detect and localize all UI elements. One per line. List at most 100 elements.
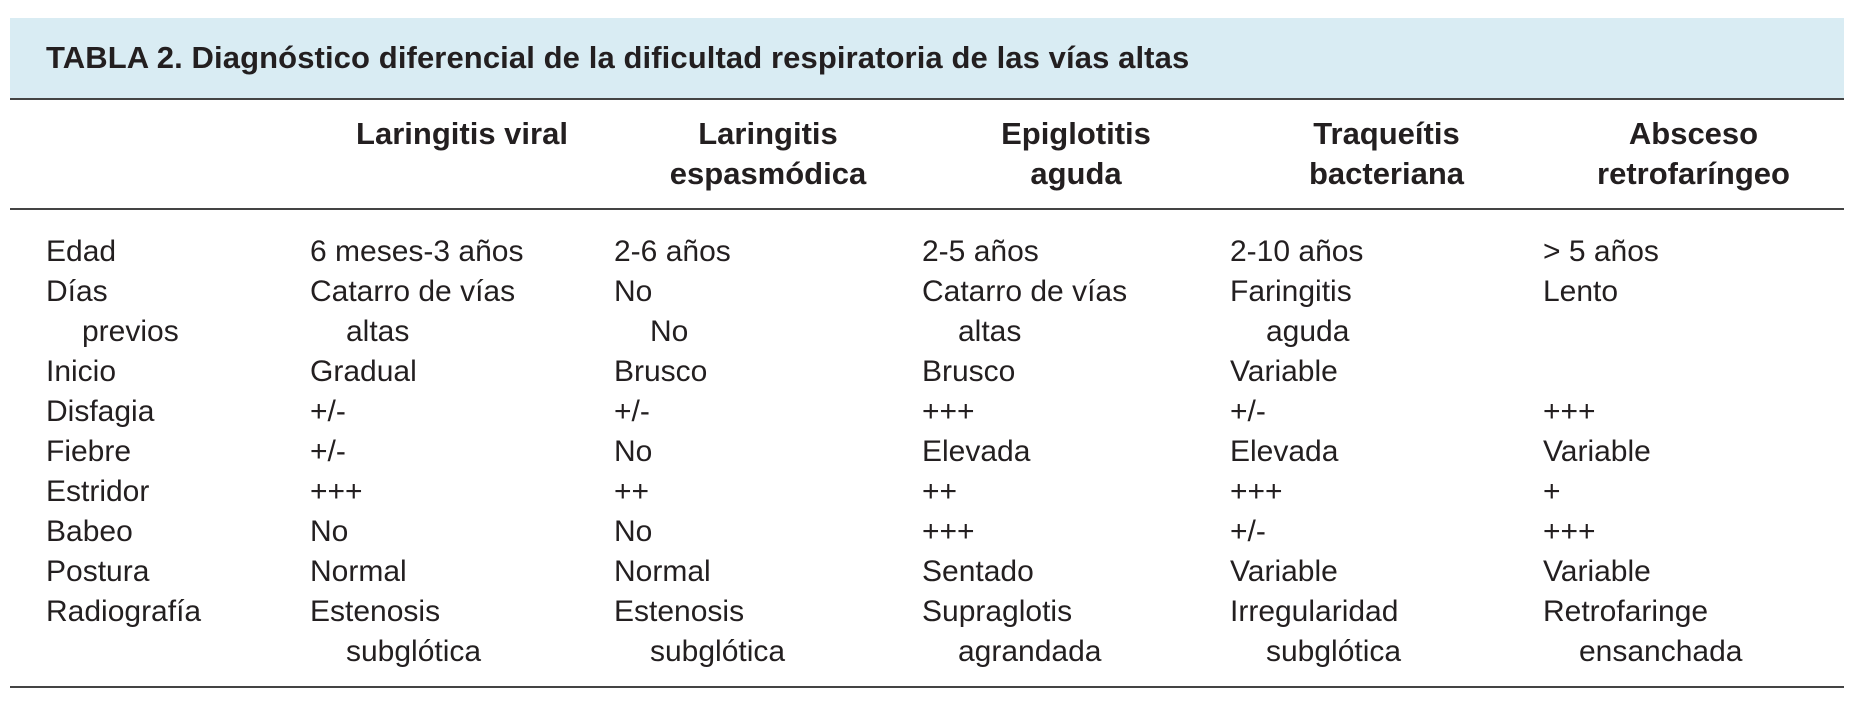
- row-label-continuation: previos: [82, 315, 179, 348]
- table-cell: +: [1543, 472, 1844, 512]
- table-cell: Elevada: [922, 432, 1230, 472]
- table-cell: 2-6 años: [614, 209, 922, 272]
- table-title: TABLA 2. Diagnóstico diferencial de la d…: [46, 40, 1190, 75]
- cell-value-continuation: subglótica: [1266, 635, 1402, 668]
- row-label: Días: [46, 275, 108, 308]
- row-label-cell: Edad: [10, 209, 310, 272]
- table-cell: Supraglotis agrandada: [922, 592, 1230, 686]
- cell-value: +: [1543, 475, 1561, 508]
- cell-value: 2-5 años: [922, 235, 1039, 268]
- row-label-cell: Radiografía: [10, 592, 310, 686]
- column-header-epiglotitis-aguda: Epiglotitis aguda: [922, 100, 1230, 210]
- row-label-cell: Días previos: [10, 272, 310, 352]
- cell-value: Retrofaringe: [1543, 595, 1709, 628]
- cell-value: +++: [1543, 395, 1596, 428]
- cell-value: Lento: [1543, 275, 1619, 308]
- table-cell: Elevada: [1230, 432, 1543, 472]
- table-cell: Brusco: [614, 352, 922, 392]
- row-label: Postura: [46, 555, 150, 588]
- table-row: Estridor +++ ++ ++ +++ +: [10, 472, 1844, 512]
- row-label: Disfagia: [46, 395, 155, 428]
- table-title-bar: TABLA 2. Diagnóstico diferencial de la d…: [10, 18, 1844, 100]
- column-header-empty: [10, 100, 310, 210]
- row-label-cell: Disfagia: [10, 392, 310, 432]
- cell-value: Elevada: [922, 435, 1031, 468]
- cell-value: +/-: [1230, 395, 1266, 428]
- table-cell: Variable: [1230, 352, 1543, 392]
- cell-value: Irregularidad: [1230, 595, 1399, 628]
- table-cell: +/-: [1230, 392, 1543, 432]
- table-cell: Sentado: [922, 552, 1230, 592]
- table-cell: Estenosis subglótica: [310, 592, 614, 686]
- column-header-laringitis-espasmodica: Laringitis espasmódica: [614, 100, 922, 210]
- cell-value: ++: [922, 475, 958, 508]
- row-label: Babeo: [46, 515, 133, 548]
- cell-value: +/-: [310, 435, 346, 468]
- table-cell: Faringitis aguda: [1230, 272, 1543, 352]
- row-label: Estridor: [46, 475, 150, 508]
- cell-value: Faringitis: [1230, 275, 1352, 308]
- column-header-laringitis-viral: Laringitis viral: [310, 100, 614, 210]
- table-cell: > 5 años: [1543, 209, 1844, 272]
- cell-value: +/-: [614, 395, 650, 428]
- cell-value: Estenosis: [310, 595, 441, 628]
- table-row: Disfagia +/- +/- +++ +/- +++: [10, 392, 1844, 432]
- cell-value: +++: [922, 395, 975, 428]
- cell-value: No: [614, 275, 653, 308]
- table-cell: No: [614, 432, 922, 472]
- table-cell: +++: [922, 512, 1230, 552]
- table-cell: [1543, 352, 1844, 392]
- table-cell: 2-10 años: [1230, 209, 1543, 272]
- row-label-cell: Inicio: [10, 352, 310, 392]
- table-row: Radiografía Estenosis subglótica Estenosis s…: [10, 592, 1844, 686]
- cell-value: Variable: [1543, 435, 1651, 468]
- table-cell: +/-: [310, 432, 614, 472]
- cell-value: +/-: [310, 395, 346, 428]
- row-label-cell: Postura: [10, 552, 310, 592]
- cell-value-continuation: agrandada: [958, 635, 1102, 668]
- cell-value-continuation: altas: [346, 315, 410, 348]
- table-cell: 6 meses-3 años: [310, 209, 614, 272]
- table-cell: Variable: [1543, 432, 1844, 472]
- column-header-traqueitis-bacteriana: Traqueítis bacteriana: [1230, 100, 1543, 210]
- row-label: Inicio: [46, 355, 117, 388]
- table-header-row: Laringitis viral Laringitis espasmódica …: [10, 100, 1844, 210]
- table-cell: No No: [614, 272, 922, 352]
- table-cell: Gradual: [310, 352, 614, 392]
- cell-value-continuation: altas: [958, 315, 1022, 348]
- table-cell: +/-: [310, 392, 614, 432]
- cell-value-continuation: subglótica: [346, 635, 482, 668]
- cell-value: Catarro de vías: [310, 275, 516, 308]
- table-row: Babeo No No +++ +/- +++: [10, 512, 1844, 552]
- table-figure: TABLA 2. Diagnóstico diferencial de la d…: [10, 18, 1844, 688]
- table-cell: No: [310, 512, 614, 552]
- table-cell: Catarro de vías altas: [922, 272, 1230, 352]
- table-cell: +++: [922, 392, 1230, 432]
- table-bottom-rule: [10, 686, 1844, 688]
- cell-value: +/-: [1230, 515, 1266, 548]
- table-cell: Variable: [1543, 552, 1844, 592]
- row-label: Fiebre: [46, 435, 132, 468]
- table-cell: No: [614, 512, 922, 552]
- table-cell: 2-5 años: [922, 209, 1230, 272]
- cell-value: Estenosis: [614, 595, 745, 628]
- table-cell: Variable: [1230, 552, 1543, 592]
- cell-value: +++: [1230, 475, 1283, 508]
- column-header-absceso-retrofaringeo: Absceso retrofaríngeo: [1543, 100, 1844, 210]
- cell-value: Variable: [1543, 555, 1651, 588]
- cell-value: +++: [310, 475, 363, 508]
- cell-value: > 5 años: [1543, 235, 1659, 268]
- table-cell: Retrofaringe ensanchada: [1543, 592, 1844, 686]
- cell-value: Normal: [310, 555, 407, 588]
- cell-value: ++: [614, 475, 650, 508]
- table-row: Postura Normal Normal Sentado Variable Variab…: [10, 552, 1844, 592]
- cell-value-continuation: subglótica: [650, 635, 786, 668]
- row-label-cell: Babeo: [10, 512, 310, 552]
- table-row: Inicio Gradual Brusco Brusco Variable: [10, 352, 1844, 392]
- cell-value: +++: [922, 515, 975, 548]
- cell-value: Variable: [1230, 355, 1338, 388]
- cell-value: 2-10 años: [1230, 235, 1364, 268]
- cell-value: Gradual: [310, 355, 417, 388]
- table-cell: +/-: [614, 392, 922, 432]
- table-cell: Catarro de vías altas: [310, 272, 614, 352]
